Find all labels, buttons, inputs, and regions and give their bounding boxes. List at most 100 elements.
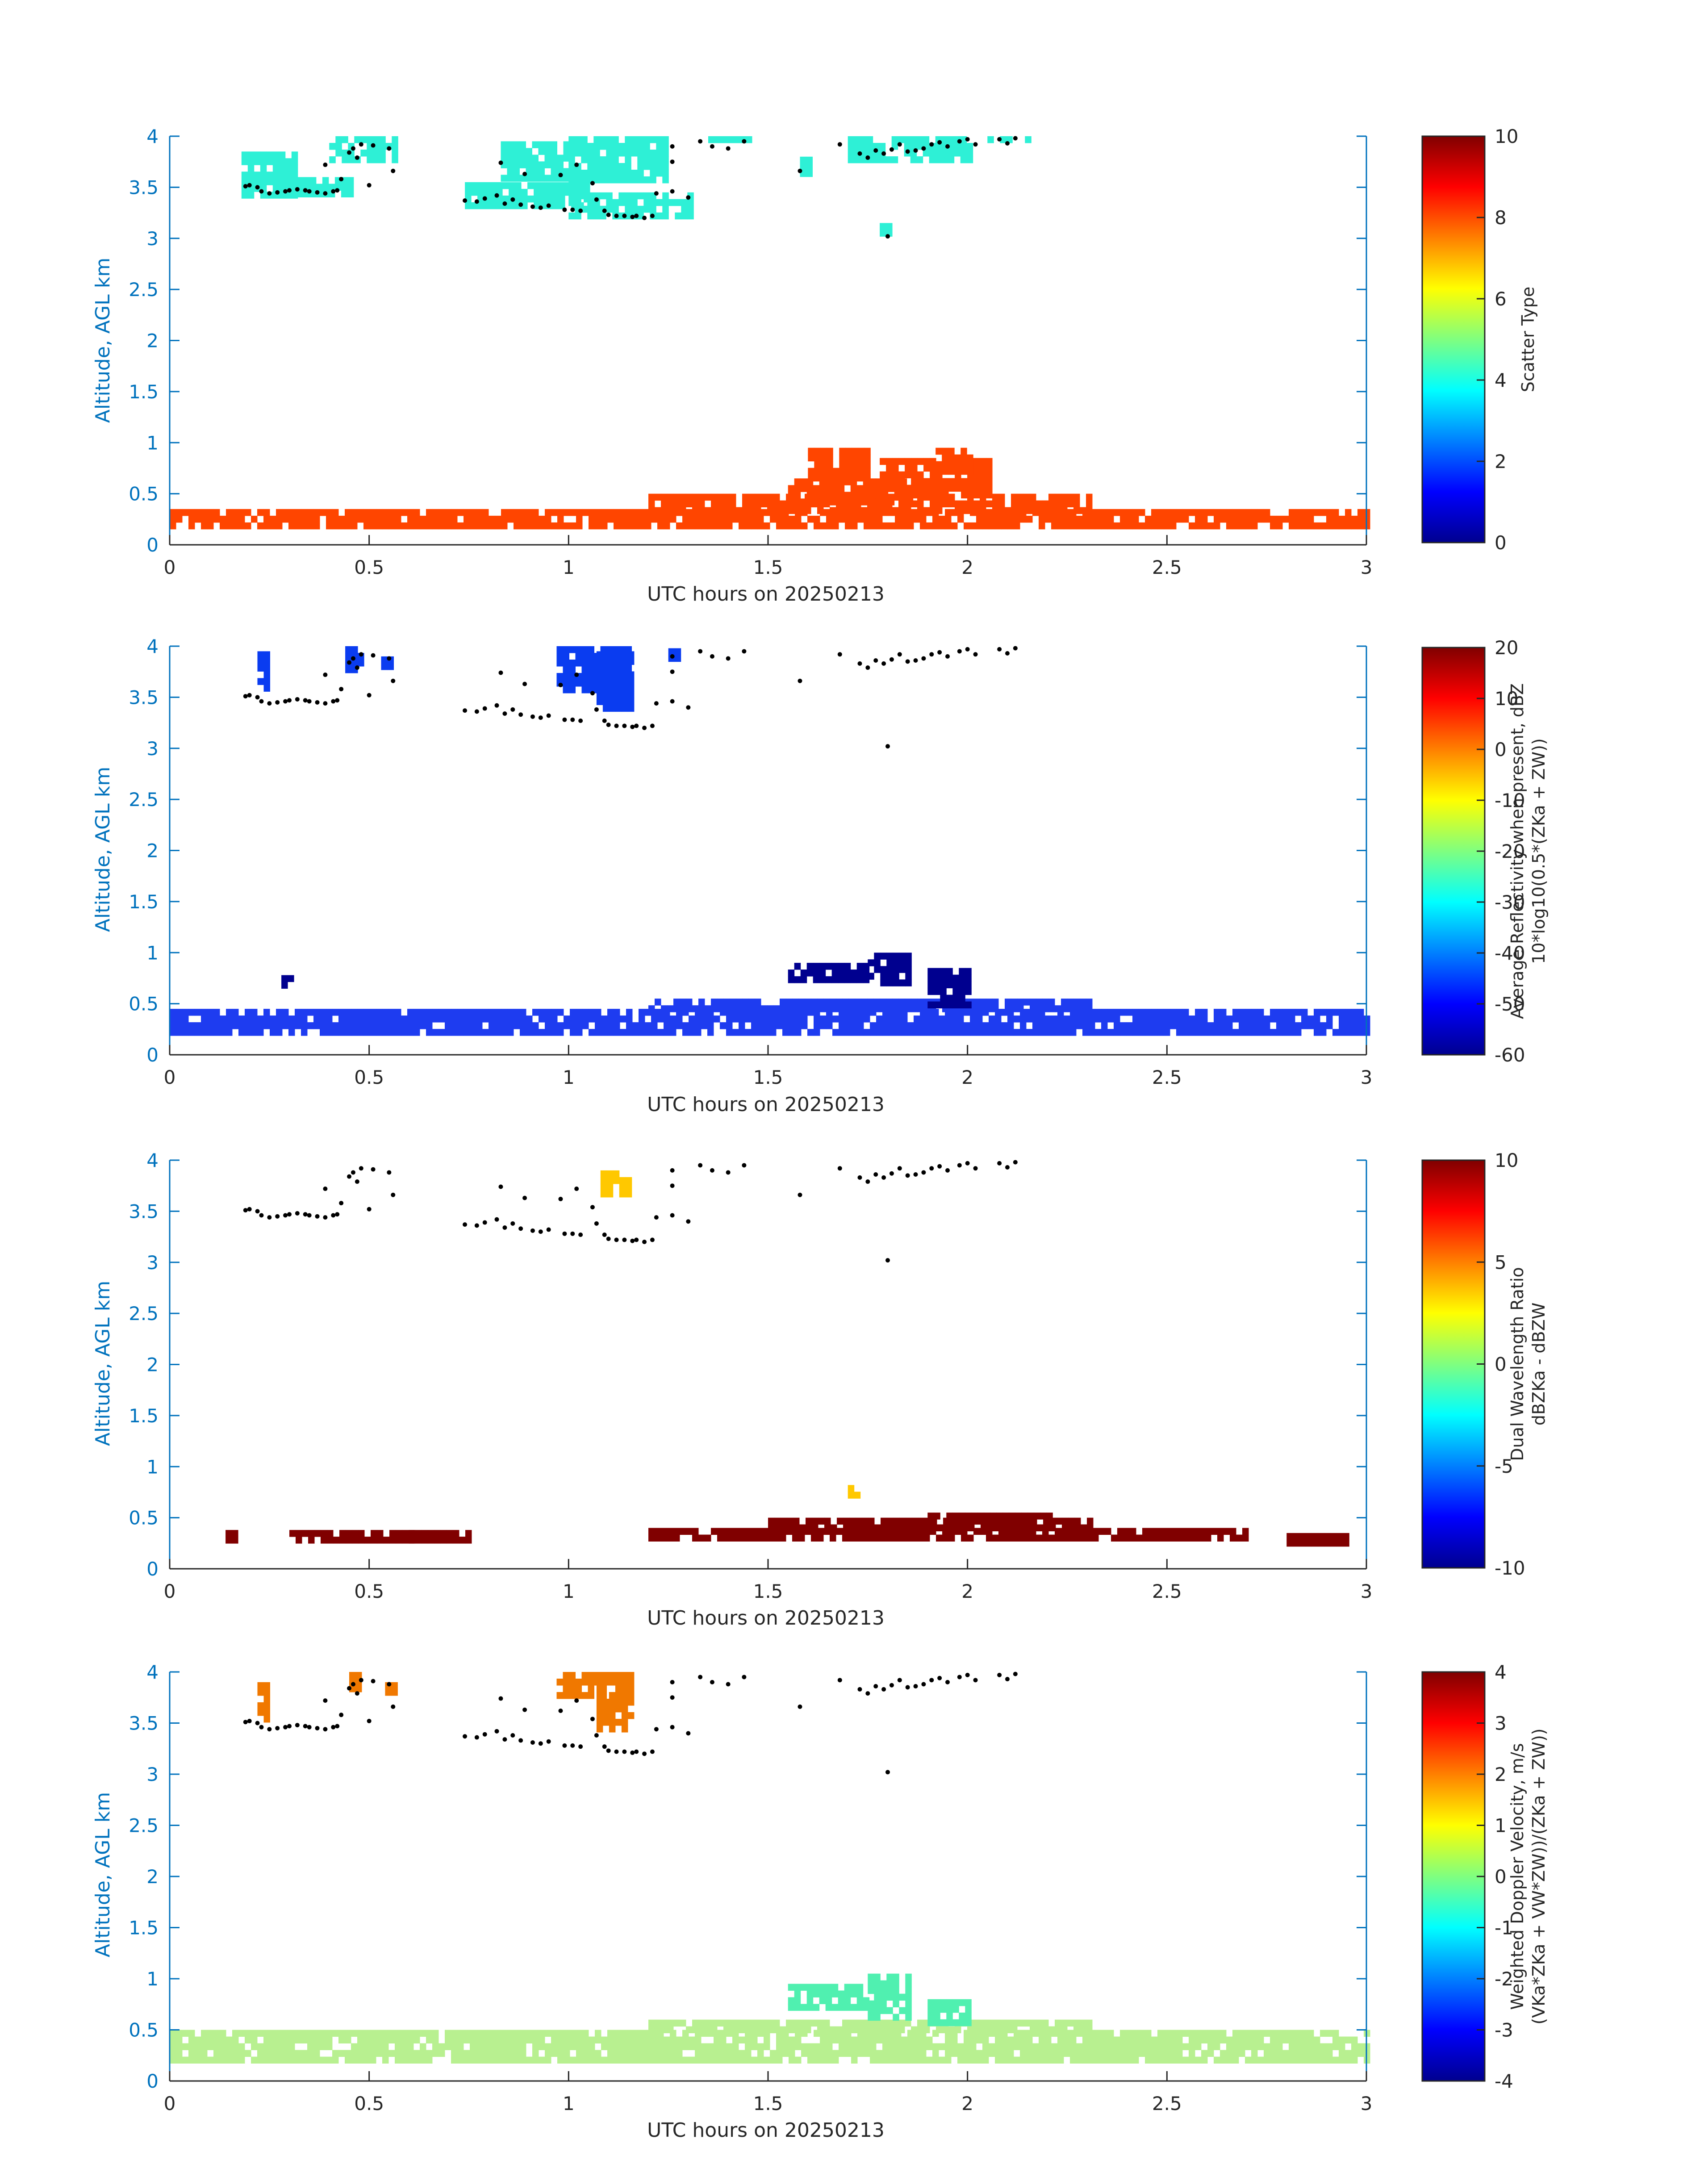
data-cell <box>625 176 631 184</box>
data-cell <box>593 143 600 150</box>
data-cell <box>1242 1534 1249 1542</box>
data-cell <box>1305 1533 1312 1540</box>
data-cell <box>976 515 983 523</box>
data-cell <box>288 522 295 530</box>
data-cell <box>1164 1015 1170 1023</box>
data-cell <box>593 212 600 220</box>
data-cell <box>838 492 845 499</box>
data-cell <box>867 999 874 1006</box>
data-cell <box>730 500 736 508</box>
data-cell <box>957 1029 964 1036</box>
data-cell <box>698 507 705 514</box>
data-cell <box>382 2056 389 2064</box>
data-cell <box>930 458 936 465</box>
data-cell <box>914 1029 920 1036</box>
data-cell <box>545 2030 551 2037</box>
data-cell <box>945 522 952 530</box>
data-cell <box>341 190 348 197</box>
data-cell <box>1164 2036 1170 2043</box>
data-cell <box>1055 1534 1061 1542</box>
data-cell <box>917 2026 924 2034</box>
data-cell <box>945 515 952 523</box>
data-cell <box>570 1029 576 1036</box>
data-cell <box>893 2000 899 2008</box>
data-cell <box>782 522 789 530</box>
data-cell <box>357 2043 364 2050</box>
data-cell <box>852 474 858 482</box>
data-cell <box>773 1534 780 1542</box>
data-cell <box>930 478 936 485</box>
data-cell <box>301 2030 308 2037</box>
data-cell <box>328 184 335 191</box>
data-cell <box>1095 2056 1102 2064</box>
data-cell <box>1089 515 1095 523</box>
data-cell <box>545 2056 551 2064</box>
data-cell <box>1182 1009 1189 1016</box>
data-layer-boundary-layer <box>170 2019 1370 2064</box>
data-cell <box>667 2019 674 2027</box>
data-cell <box>886 1993 893 2001</box>
data-cell <box>917 999 924 1006</box>
data-cell <box>1056 1517 1062 1525</box>
data-cell <box>568 170 575 177</box>
data-cell <box>1101 2030 1108 2037</box>
data-cell <box>1145 2056 1152 2064</box>
data-cell <box>1001 2036 1008 2043</box>
data-cell <box>213 2043 220 2050</box>
data-cell <box>1005 1005 1011 1012</box>
data-cell <box>477 182 484 189</box>
data-cell <box>800 1984 807 1991</box>
data-cell <box>1201 522 1208 530</box>
data-cell <box>1020 2030 1027 2037</box>
data-cell <box>637 170 644 177</box>
data-cell <box>965 974 972 982</box>
data-cell <box>607 2030 614 2037</box>
data-cell <box>303 177 310 184</box>
data-cell <box>998 507 1005 514</box>
data-cell <box>898 478 905 485</box>
data-cell <box>748 2019 755 2027</box>
data-cell <box>464 509 470 516</box>
data-cell <box>176 2036 183 2043</box>
data-cell <box>188 1022 195 1029</box>
data-cell <box>272 171 280 179</box>
data-cell <box>251 515 258 523</box>
data-cell <box>596 685 603 692</box>
data-cell <box>1057 522 1064 530</box>
data-cell <box>839 1015 845 1023</box>
data-cell <box>1045 2043 1052 2050</box>
data-cell <box>545 1029 551 1036</box>
data-cell <box>780 507 786 514</box>
data-cell <box>272 165 280 172</box>
data-cell <box>959 2012 965 2020</box>
data-cell <box>1167 1528 1174 1535</box>
data-cell <box>1326 1015 1333 1023</box>
data-cell <box>1037 1524 1044 1532</box>
data-cell <box>792 999 799 1006</box>
data-cell <box>457 2050 464 2057</box>
data-cell <box>680 2019 686 2027</box>
data-cell <box>813 963 820 970</box>
data-cell <box>526 175 532 182</box>
data-cell <box>285 178 292 185</box>
data-cell <box>676 1022 683 1029</box>
cloud-top-point <box>1005 1677 1010 1682</box>
data-cell <box>245 1009 251 1016</box>
data-cell <box>1270 2050 1277 2057</box>
data-cell <box>388 509 395 516</box>
data-cell <box>1251 515 1258 523</box>
data-cell <box>998 500 1005 508</box>
cloud-top-point <box>518 712 523 717</box>
data-cell <box>1114 1029 1120 1036</box>
cloud-top-point <box>622 723 627 728</box>
data-cell <box>705 2026 711 2034</box>
cloud-top-point <box>905 659 910 664</box>
data-cell <box>507 155 514 162</box>
data-cell <box>347 177 354 184</box>
cloud-top-point <box>881 151 886 156</box>
data-cell <box>1007 1015 1014 1023</box>
data-cell <box>615 705 622 712</box>
data-cell <box>1232 2043 1239 2050</box>
data-cell <box>773 2019 780 2027</box>
data-cell <box>279 192 286 199</box>
